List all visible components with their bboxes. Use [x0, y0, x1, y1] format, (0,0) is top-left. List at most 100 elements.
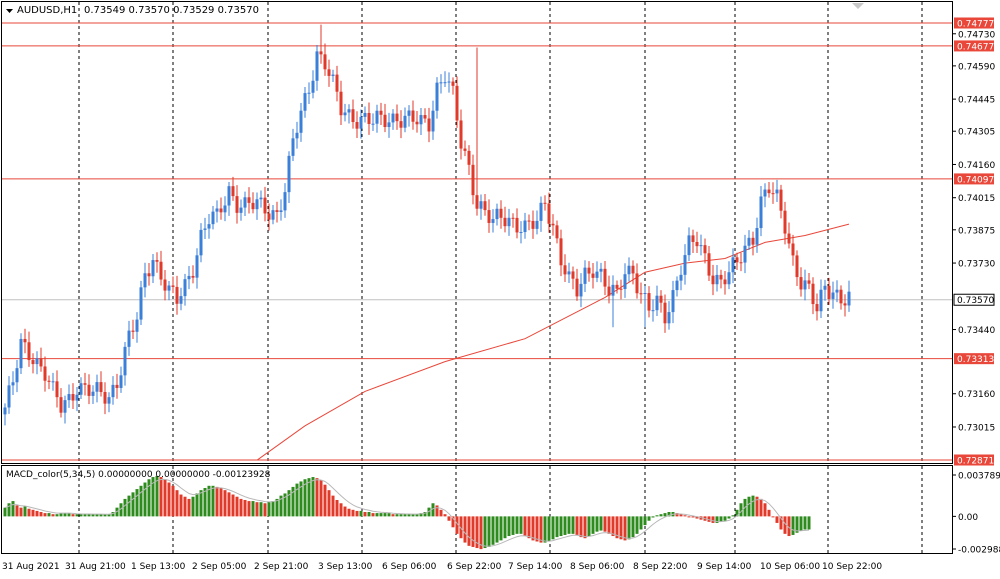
price-level-label: 0.73313: [957, 355, 994, 365]
macd-bar: [215, 486, 219, 517]
candle-body: [303, 93, 307, 111]
macd-bar: [451, 516, 455, 528]
macd-bar: [35, 510, 39, 517]
candle-body: [7, 385, 11, 408]
macd-bar: [267, 502, 271, 517]
macd-bar: [515, 516, 519, 534]
candles: [3, 24, 851, 426]
price-level-tag: [954, 353, 994, 365]
macd-bar: [503, 516, 507, 539]
candle-body: [359, 116, 363, 129]
macd-bar: [251, 501, 255, 517]
macd-bar: [147, 479, 151, 517]
candle-body: [263, 197, 267, 214]
macd-bar: [175, 490, 179, 517]
macd-bar: [59, 513, 63, 517]
candle-body: [735, 257, 739, 263]
macd-bar: [383, 513, 387, 517]
y-tick-label: 0.74305: [958, 128, 995, 138]
macd-bar: [375, 513, 379, 517]
candle-body: [339, 91, 343, 116]
macd-bar: [139, 485, 143, 517]
candle-body: [739, 262, 743, 264]
candle-body: [427, 118, 431, 132]
candle-body: [147, 273, 151, 277]
macd-bar: [651, 516, 655, 518]
macd-bar: [475, 516, 479, 549]
candle-body: [351, 109, 355, 123]
scroll-indicator-icon[interactable]: [852, 3, 864, 9]
candle-body: [363, 112, 367, 117]
candle-body: [163, 279, 167, 291]
macd-bar: [535, 516, 539, 542]
candle-body: [627, 265, 631, 275]
candle-body: [671, 290, 675, 313]
macd-bar: [307, 478, 311, 517]
candle-body: [139, 287, 143, 320]
candle-body: [155, 260, 159, 262]
macd-bar: [111, 512, 115, 517]
macd-bar: [75, 514, 79, 517]
macd-bar: [367, 512, 371, 517]
candle-body: [787, 233, 791, 244]
candle-body: [623, 274, 627, 289]
macd-bar: [647, 516, 651, 521]
macd-bar: [795, 516, 799, 533]
macd-bar: [467, 516, 471, 546]
y-tick-label: 0.74015: [958, 194, 995, 204]
x-tick-label: 1 Sep 13:00: [131, 562, 186, 572]
macd-bar: [371, 513, 375, 517]
candle-body: [383, 114, 387, 128]
candle-body: [847, 291, 851, 306]
candle-body: [615, 284, 619, 289]
macd-bar: [759, 498, 763, 517]
candle-body: [811, 283, 815, 305]
macd-bar: [771, 516, 775, 518]
macd-bar: [595, 516, 599, 532]
candle-body: [411, 110, 415, 122]
macd-bar: [55, 514, 59, 517]
candle-body: [511, 217, 515, 219]
candle-body: [207, 224, 211, 229]
candle-body: [347, 109, 351, 113]
candle-body: [175, 286, 179, 304]
x-tick-label: 6 Sep 06:00: [382, 562, 437, 572]
macd-bar: [319, 480, 323, 517]
macd-bar: [739, 503, 743, 517]
candle-body: [539, 202, 543, 221]
macd-bar: [559, 516, 563, 537]
candle-body: [571, 271, 575, 279]
candle-body: [567, 271, 571, 275]
candle-body: [335, 74, 339, 92]
macd-bar: [447, 516, 451, 521]
candle-body: [731, 257, 735, 273]
macd-bar: [255, 502, 259, 517]
candle-body: [547, 203, 551, 224]
candle-body: [779, 189, 783, 211]
x-tick-label: 10 Sep 06:00: [760, 562, 820, 572]
candle-body: [835, 289, 839, 293]
candle-body: [487, 210, 491, 223]
candle-body: [167, 285, 171, 291]
macd-bar: [715, 516, 719, 523]
x-tick-label: 7 Sep 14:00: [508, 562, 563, 572]
macd-bar: [127, 495, 131, 517]
macd-bar: [387, 513, 391, 517]
candle-body: [491, 219, 495, 223]
candle-body: [119, 375, 123, 388]
candle-body: [799, 277, 803, 290]
candle-body: [543, 202, 547, 204]
macd-bar: [519, 516, 523, 534]
candle-body: [247, 197, 251, 203]
candle-body: [43, 366, 47, 381]
macd-bar: [655, 515, 659, 517]
candle-body: [143, 273, 147, 288]
candle-body: [643, 293, 647, 295]
candle-body: [71, 394, 75, 401]
chevron-down-icon[interactable]: [6, 9, 13, 13]
macd-bar: [23, 506, 27, 517]
macd-bar: [363, 512, 367, 517]
candle-body: [747, 237, 751, 246]
macd-bar: [335, 499, 339, 517]
